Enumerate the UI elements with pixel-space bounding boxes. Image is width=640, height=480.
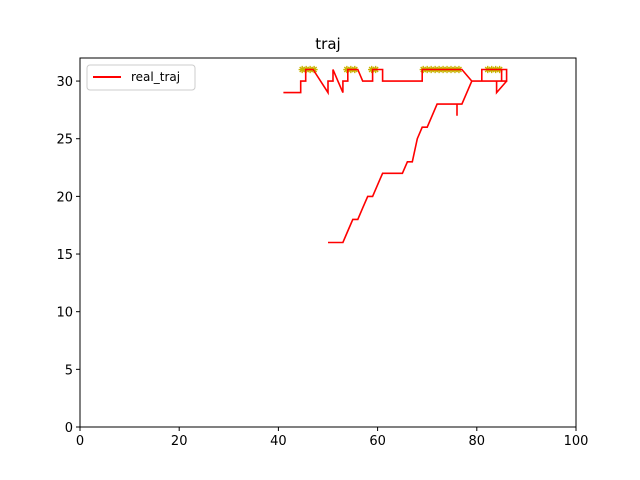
axes-frame <box>79 57 577 428</box>
x-tick-label: 20 <box>171 434 188 449</box>
y-tick-label: 10 <box>56 306 73 321</box>
star-marker <box>298 65 306 74</box>
x-tick-label: 80 <box>469 434 486 449</box>
series-line-real-traj <box>283 68 508 244</box>
star-marker <box>368 65 376 74</box>
y-tick-label: 5 <box>65 363 73 378</box>
x-tick-label: 100 <box>564 434 589 449</box>
legend-box <box>86 64 196 91</box>
y-tick-label: 0 <box>65 421 73 436</box>
y-tick-label: 25 <box>56 133 73 148</box>
series-layer <box>283 68 508 244</box>
star-marker <box>310 65 318 74</box>
y-tick-label: 20 <box>56 190 73 205</box>
x-axis: 0 20 40 60 80 100 <box>76 427 589 449</box>
y-tick-label: 15 <box>56 248 73 263</box>
x-tick-label: 60 <box>369 434 386 449</box>
y-axis: 0 5 10 15 20 25 30 <box>56 75 80 436</box>
legend: real_traj <box>86 64 196 91</box>
star-marker <box>343 65 351 74</box>
y-tick-label: 30 <box>56 75 73 90</box>
legend-label-real-traj: real_traj <box>131 70 180 84</box>
marker-layer <box>298 65 504 74</box>
chart-title: traj <box>315 35 340 53</box>
x-tick-label: 0 <box>76 434 84 449</box>
x-tick-label: 40 <box>270 434 287 449</box>
